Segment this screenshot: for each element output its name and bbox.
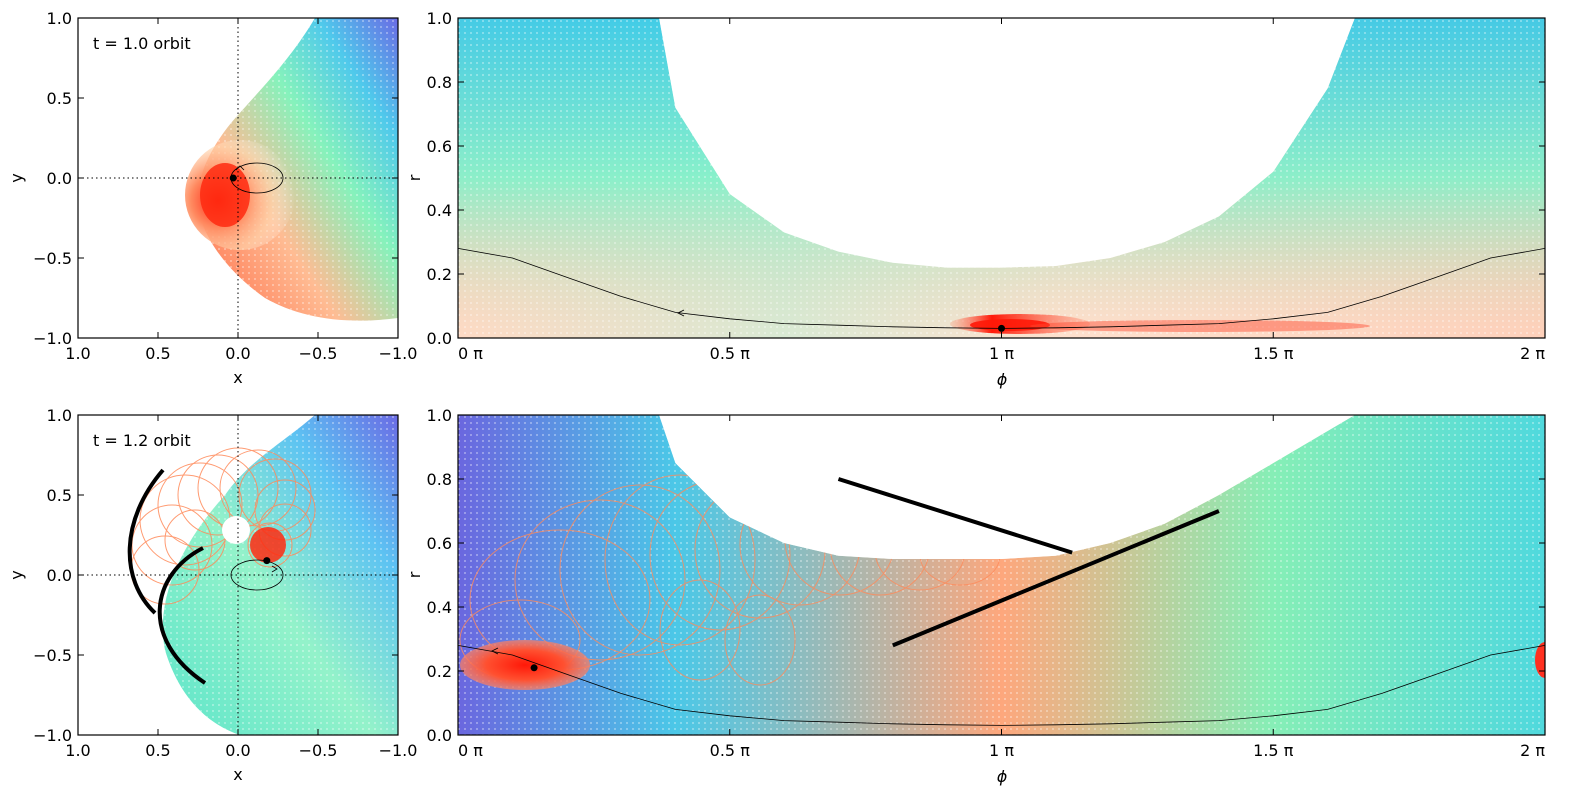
orbit-ellipse-bl bbox=[230, 559, 284, 591]
panel-bottom-left: t = 1.2 orbit 1.0 0.5 0.0 −0.5 −1.0 −1.0 −0.5 0… bbox=[7, 406, 417, 784]
annotation-bar bbox=[892, 509, 1220, 648]
xtick-label: 1 π bbox=[989, 344, 1014, 363]
ytick-label: 0.5 bbox=[47, 89, 72, 108]
ytick-label: 1.0 bbox=[427, 9, 452, 28]
orbit-line-br bbox=[457, 645, 1546, 726]
ytick-label: 0.6 bbox=[427, 534, 452, 553]
ytick-label: 1.0 bbox=[427, 406, 452, 425]
xtick-label: 2 π bbox=[1520, 741, 1545, 760]
xtick-label: 1 π bbox=[989, 741, 1014, 760]
ytick-label: −0.5 bbox=[33, 249, 72, 268]
ytick-label: 0.4 bbox=[427, 598, 452, 617]
xtick-label: 1.0 bbox=[65, 344, 90, 363]
marker-br bbox=[530, 664, 538, 672]
xtick-label: 0.0 bbox=[225, 741, 250, 760]
xtick-label: 0 π bbox=[458, 344, 483, 363]
xtick-label: 1.5 π bbox=[1253, 344, 1294, 363]
bracket-outer-bl bbox=[127, 468, 165, 615]
xtick-label: 0.5 bbox=[145, 344, 170, 363]
xtick-label: 0 π bbox=[458, 741, 483, 760]
xtick-label: −1.0 bbox=[379, 344, 418, 363]
marker-tl bbox=[229, 174, 237, 182]
xtick-label: 1.0 bbox=[65, 741, 90, 760]
ytick-label: 0.8 bbox=[427, 470, 452, 489]
xlabel-tl: x bbox=[233, 368, 242, 387]
ytick-label: 0.4 bbox=[427, 201, 452, 220]
ylabel-tr: r bbox=[405, 174, 424, 181]
xtick-label: 2 π bbox=[1520, 344, 1545, 363]
particle-cloud-tr bbox=[458, 18, 1545, 338]
ylabel-bl: y bbox=[7, 570, 26, 579]
orbit-arrow-tr bbox=[676, 309, 685, 317]
ytick-label: 0.8 bbox=[427, 73, 452, 92]
particle-cloud-bl bbox=[130, 415, 398, 735]
panel-top-left: t = 1.0 orbit 1.0 0.5 0.0 −0.5 −1.0 −1.0 −0.5 0… bbox=[7, 9, 417, 387]
xtick-label: 1.5 π bbox=[1253, 741, 1294, 760]
xtick-label: 0.5 π bbox=[710, 344, 751, 363]
ytick-label: 1.0 bbox=[47, 406, 72, 425]
ylabel-br: r bbox=[405, 571, 424, 578]
ytick-label: 0.5 bbox=[47, 486, 72, 505]
ytick-label: −1.0 bbox=[33, 329, 72, 348]
orbit-arrow-tl bbox=[235, 165, 245, 171]
marker-tr bbox=[998, 324, 1005, 332]
orbit-arrow-br bbox=[490, 647, 499, 655]
ticks-bl: 1.0 0.5 0.0 −0.5 −1.0 −1.0 −0.5 0.0 0.5 1.0 bbox=[33, 406, 417, 760]
xtick-label: −0.5 bbox=[299, 741, 338, 760]
xlabel-bl: x bbox=[233, 765, 242, 784]
xlabel-tr: ϕ bbox=[997, 370, 1008, 389]
ytick-label: 0.0 bbox=[47, 169, 72, 188]
ytick-label: 1.0 bbox=[47, 9, 72, 28]
ticks-tr: 0 π 0.5 π 1 π 1.5 π 2 π 0.0 0.2 0.4 0.6 0.8 1.0 bbox=[427, 9, 1546, 363]
bracket-inner-bl bbox=[157, 546, 207, 685]
ytick-label: 0.0 bbox=[427, 329, 452, 348]
ytick-label: 0.2 bbox=[427, 265, 452, 284]
ytick-label: 0.6 bbox=[427, 137, 452, 156]
marker-bl bbox=[263, 557, 271, 565]
particle-cloud-tl bbox=[185, 18, 398, 321]
xtick-label: −0.5 bbox=[299, 344, 338, 363]
xtick-label: 0.0 bbox=[225, 344, 250, 363]
ytick-label: −1.0 bbox=[33, 726, 72, 745]
ticks-tl: 1.0 0.5 0.0 −0.5 −1.0 −1.0 −0.5 0.0 0.5 1.0 bbox=[33, 9, 417, 363]
ticks-br: 0 π 0.5 π 1 π 1.5 π 2 π 0.0 0.2 0.4 0.6 0.8 1.0 bbox=[427, 406, 1546, 760]
particle-cloud-br bbox=[458, 415, 1545, 735]
ytick-label: −0.5 bbox=[33, 646, 72, 665]
hollow-region bbox=[659, 415, 1355, 559]
annotation-bl: t = 1.2 orbit bbox=[93, 431, 191, 450]
xtick-label: 0.5 π bbox=[710, 741, 751, 760]
annotation-bars-br bbox=[837, 477, 1220, 648]
ytick-label: 0.0 bbox=[427, 726, 452, 745]
hollow-region bbox=[659, 18, 1355, 268]
ytick-label: 0.0 bbox=[47, 566, 72, 585]
orbit-arrow-bl bbox=[271, 565, 278, 573]
xlabel-br: ϕ bbox=[997, 767, 1008, 786]
ytick-label: 0.2 bbox=[427, 662, 452, 681]
annotation-tl: t = 1.0 orbit bbox=[93, 34, 191, 53]
xtick-label: 0.5 bbox=[145, 741, 170, 760]
ylabel-tl: y bbox=[7, 173, 26, 182]
xtick-label: −1.0 bbox=[379, 741, 418, 760]
annotation-bar bbox=[837, 477, 1073, 555]
